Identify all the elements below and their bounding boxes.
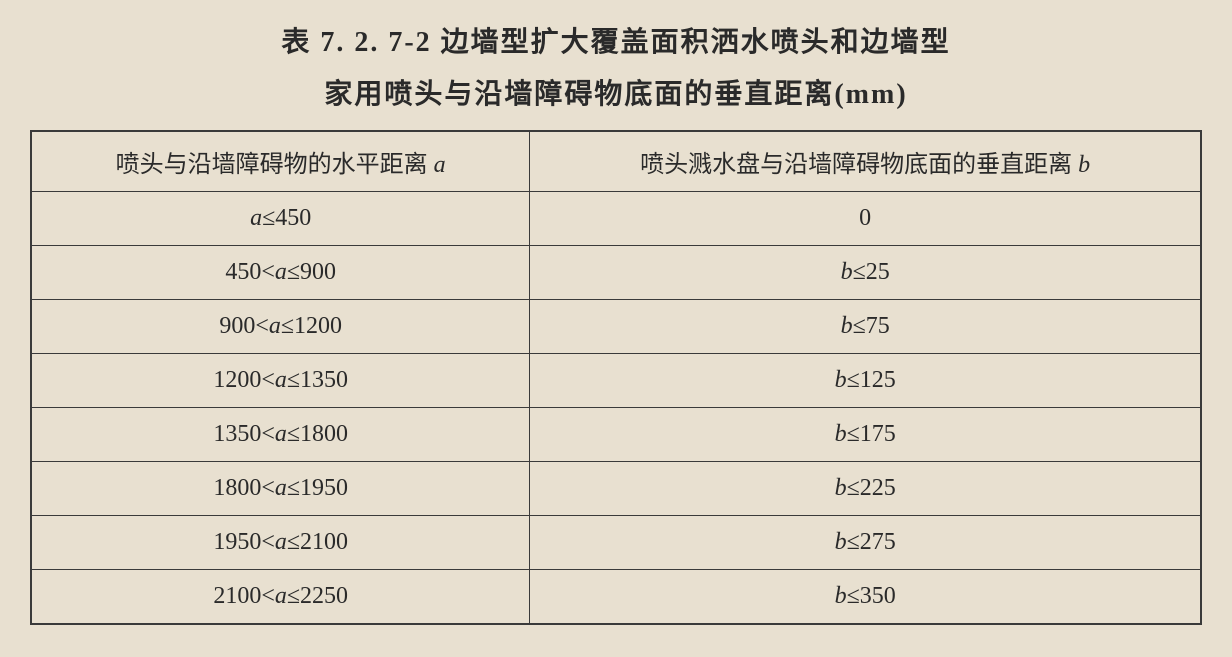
- cell-vertical-distance: b≤175: [530, 408, 1201, 462]
- cell-horizontal-distance: 450<a≤900: [31, 246, 530, 300]
- column-header-a: 喷头与沿墙障碍物的水平距离 a: [31, 131, 530, 192]
- table-row: 1200<a≤1350b≤125: [31, 354, 1201, 408]
- table-row: 1950<a≤2100b≤275: [31, 516, 1201, 570]
- cell-vertical-distance: b≤125: [530, 354, 1201, 408]
- cell-horizontal-distance: 1950<a≤2100: [31, 516, 530, 570]
- table-row: 1800<a≤1950b≤225: [31, 462, 1201, 516]
- table-header-row: 喷头与沿墙障碍物的水平距离 a 喷头溅水盘与沿墙障碍物底面的垂直距离 b: [31, 131, 1201, 192]
- table-body: a≤4500450<a≤900b≤25900<a≤1200b≤751200<a≤…: [31, 192, 1201, 624]
- title-line-1: 表 7. 2. 7-2 边墙型扩大覆盖面积洒水喷头和边墙型: [30, 20, 1202, 60]
- table-title: 表 7. 2. 7-2 边墙型扩大覆盖面积洒水喷头和边墙型 家用喷头与沿墙障碍物…: [30, 20, 1202, 112]
- cell-vertical-distance: b≤225: [530, 462, 1201, 516]
- table-row: 450<a≤900b≤25: [31, 246, 1201, 300]
- cell-vertical-distance: 0: [530, 192, 1201, 246]
- cell-horizontal-distance: 1800<a≤1950: [31, 462, 530, 516]
- cell-horizontal-distance: 900<a≤1200: [31, 300, 530, 354]
- cell-horizontal-distance: 1200<a≤1350: [31, 354, 530, 408]
- cell-horizontal-distance: 2100<a≤2250: [31, 570, 530, 624]
- title-line-2: 家用喷头与沿墙障碍物底面的垂直距离(mm): [30, 72, 1202, 112]
- cell-horizontal-distance: a≤450: [31, 192, 530, 246]
- cell-vertical-distance: b≤75: [530, 300, 1201, 354]
- cell-horizontal-distance: 1350<a≤1800: [31, 408, 530, 462]
- table-row: 900<a≤1200b≤75: [31, 300, 1201, 354]
- cell-vertical-distance: b≤350: [530, 570, 1201, 624]
- cell-vertical-distance: b≤25: [530, 246, 1201, 300]
- table-row: 1350<a≤1800b≤175: [31, 408, 1201, 462]
- distance-table: 喷头与沿墙障碍物的水平距离 a 喷头溅水盘与沿墙障碍物底面的垂直距离 b a≤4…: [30, 130, 1202, 625]
- table-row: a≤4500: [31, 192, 1201, 246]
- cell-vertical-distance: b≤275: [530, 516, 1201, 570]
- table-row: 2100<a≤2250b≤350: [31, 570, 1201, 624]
- column-header-b: 喷头溅水盘与沿墙障碍物底面的垂直距离 b: [530, 131, 1201, 192]
